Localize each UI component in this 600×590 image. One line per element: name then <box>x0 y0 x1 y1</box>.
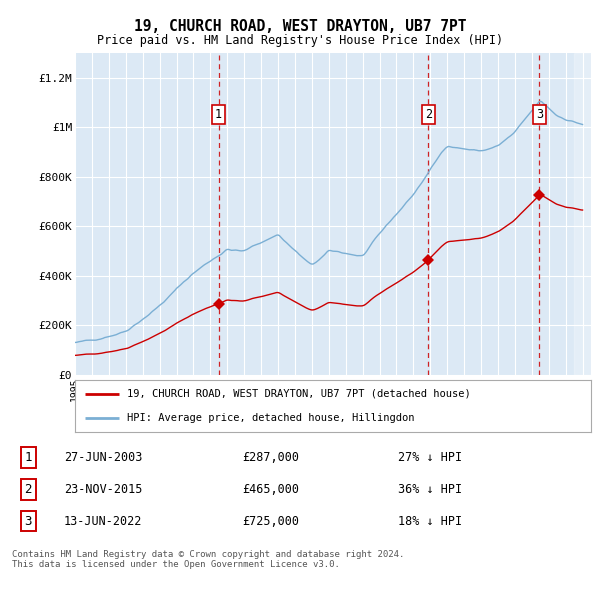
Text: £287,000: £287,000 <box>242 451 299 464</box>
Text: 1: 1 <box>215 109 222 122</box>
Bar <box>574 53 591 375</box>
Text: 2: 2 <box>425 109 432 122</box>
Text: 27-JUN-2003: 27-JUN-2003 <box>64 451 142 464</box>
Text: 19, CHURCH ROAD, WEST DRAYTON, UB7 7PT (detached house): 19, CHURCH ROAD, WEST DRAYTON, UB7 7PT (… <box>127 389 470 399</box>
Text: HPI: Average price, detached house, Hillingdon: HPI: Average price, detached house, Hill… <box>127 413 414 423</box>
Text: Price paid vs. HM Land Registry's House Price Index (HPI): Price paid vs. HM Land Registry's House … <box>97 34 503 47</box>
Text: 27% ↓ HPI: 27% ↓ HPI <box>398 451 462 464</box>
Text: 23-NOV-2015: 23-NOV-2015 <box>64 483 142 496</box>
Text: 1: 1 <box>25 451 32 464</box>
Text: 2: 2 <box>25 483 32 496</box>
Text: Contains HM Land Registry data © Crown copyright and database right 2024.
This d: Contains HM Land Registry data © Crown c… <box>12 550 404 569</box>
Text: 36% ↓ HPI: 36% ↓ HPI <box>398 483 462 496</box>
Text: 3: 3 <box>25 514 32 527</box>
Text: 13-JUN-2022: 13-JUN-2022 <box>64 514 142 527</box>
Text: £465,000: £465,000 <box>242 483 299 496</box>
Text: £725,000: £725,000 <box>242 514 299 527</box>
Text: 18% ↓ HPI: 18% ↓ HPI <box>398 514 462 527</box>
Text: 3: 3 <box>536 109 543 122</box>
Text: 19, CHURCH ROAD, WEST DRAYTON, UB7 7PT: 19, CHURCH ROAD, WEST DRAYTON, UB7 7PT <box>134 19 466 34</box>
